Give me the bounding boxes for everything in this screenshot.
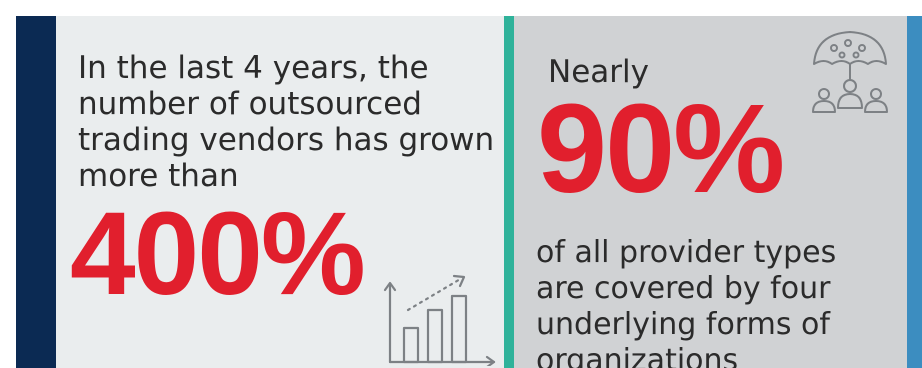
bar-chart-growth-icon bbox=[383, 274, 496, 366]
right-line: are covered by four bbox=[536, 271, 831, 306]
right-panel bbox=[514, 16, 907, 368]
left-line: In the last 4 years, the bbox=[78, 50, 429, 86]
right-line: of all provider types bbox=[536, 235, 837, 270]
right-big-stat: 90% bbox=[537, 78, 785, 219]
right-line: underlying forms of bbox=[536, 307, 830, 342]
navy-accent-bar bbox=[16, 16, 56, 368]
teal-divider-bar bbox=[504, 16, 514, 368]
right-description: of all provider types are covered by fou… bbox=[536, 235, 896, 368]
right-intro: Nearly bbox=[548, 54, 649, 90]
left-line: trading vendors has grown bbox=[78, 122, 495, 158]
blue-accent-bar bbox=[907, 16, 922, 368]
left-description: In the last 4 years, the number of outso… bbox=[78, 50, 495, 194]
umbrella-people-icon bbox=[812, 31, 888, 113]
left-big-stat: 400% bbox=[70, 188, 366, 320]
right-line: organizations bbox=[536, 343, 739, 368]
left-line: number of outsourced bbox=[78, 86, 422, 122]
left-line: more than bbox=[78, 158, 239, 194]
